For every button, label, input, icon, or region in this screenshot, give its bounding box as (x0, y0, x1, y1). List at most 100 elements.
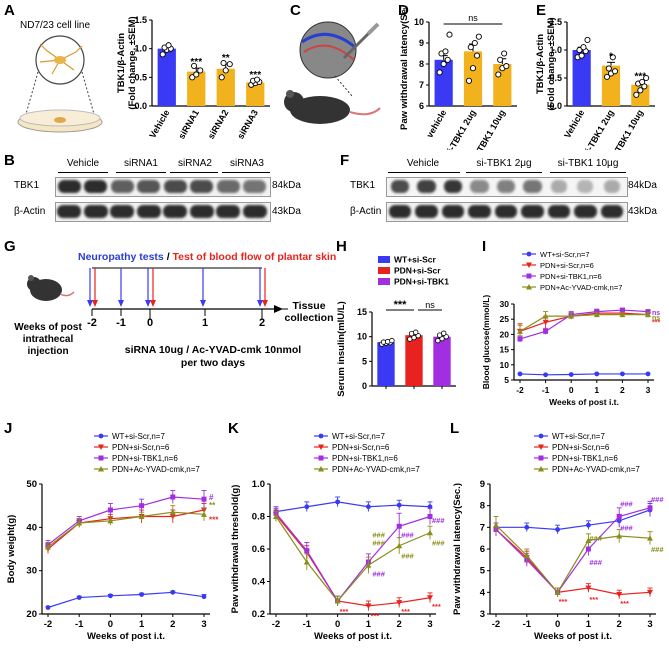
blot-band (216, 205, 241, 218)
y-tick-label: 9 (480, 479, 485, 490)
significance-mark: *** (394, 299, 408, 311)
legend-swatch (378, 267, 390, 274)
data-point (493, 522, 499, 528)
blot-band (189, 205, 214, 218)
blot-b-size: 84kDa (272, 180, 301, 191)
x-tick-label: -2 (516, 385, 524, 395)
y-tick-label: 1.0 (549, 45, 562, 55)
data-point (365, 603, 372, 609)
data-point (517, 336, 523, 342)
y-tick-label: 0.0 (134, 101, 147, 111)
legend-entry: PDN+Ac-YVAD-cmk,n=7 (112, 465, 200, 474)
y-tick-label: 0.6 (252, 544, 265, 555)
blot-b-lane: siRNA2 (178, 158, 212, 169)
data-point (98, 444, 104, 450)
legend-swatch (378, 278, 390, 285)
data-point (645, 371, 651, 377)
y-tick-label: 0.2 (252, 609, 265, 620)
significance-mark: *** (190, 57, 202, 68)
data-point (366, 504, 371, 510)
x-tick-label: 2 (620, 385, 625, 395)
data-point (647, 535, 653, 541)
data-point (576, 46, 583, 54)
y-tick-label: 5 (480, 566, 486, 577)
data-point (396, 502, 402, 508)
data-point (191, 62, 198, 69)
data-point (645, 311, 651, 318)
legend-entry: WT+si-Scr,n=7 (540, 250, 590, 259)
significance-mark: *** (559, 597, 568, 606)
series-line (519, 309, 649, 340)
significance-mark: *** (401, 607, 410, 616)
legend-entry: PDN+si-Scr (394, 266, 441, 276)
significance-mark: ### (372, 530, 385, 539)
series-line (519, 373, 648, 376)
data-point (517, 328, 523, 334)
blot-band (521, 205, 544, 218)
x-tick-label: 2 (617, 619, 622, 630)
data-point (501, 50, 508, 57)
y-tick-label: 0.4 (252, 577, 266, 588)
data-point (76, 595, 82, 600)
timeline-right-label-2: collection (284, 312, 334, 324)
blot-band (523, 180, 542, 193)
blot-band (388, 205, 412, 218)
significance-mark: ### (372, 569, 385, 578)
y-tick-label: 8 (419, 59, 424, 69)
data-point (98, 466, 104, 472)
y-axis-label: TBK1/β-Actin (535, 34, 546, 94)
data-point (542, 319, 549, 326)
legend-entry: PDN+si-TBK1,n=6 (112, 454, 178, 463)
x-tick-label: si-TBK1 2ug (581, 108, 616, 150)
x-tick-label: vehicle (424, 108, 448, 139)
legend-entry: PDN+si-TBK1 (394, 277, 449, 287)
y-axis-label: Serum insulin(mIU/L) (336, 301, 347, 397)
data-point (389, 337, 395, 344)
y-tick-label: 15 (500, 345, 510, 355)
y-tick-label: 0.5 (134, 72, 147, 82)
x-axis-label: Weeks of post i.t. (549, 397, 619, 407)
significance-mark: ns (652, 310, 660, 317)
series-line (519, 314, 648, 332)
data-point (517, 371, 523, 377)
data-point (619, 311, 626, 318)
legend-entry: PDN+si-TBK1,n=6 (332, 454, 398, 463)
blot-band (110, 205, 135, 218)
data-point (220, 59, 227, 67)
data-point (334, 598, 341, 604)
data-point (568, 313, 575, 319)
data-point (139, 592, 145, 597)
data-point (616, 592, 623, 598)
series-line (275, 501, 431, 513)
blot-f-lane: si-TBK1 2μg (476, 158, 532, 169)
significance-mark: ### (589, 534, 602, 543)
x-axis-label: Weeks of post i.t. (87, 631, 165, 642)
data-point (441, 330, 447, 336)
y-tick-label: 7 (480, 522, 485, 533)
series-line (496, 509, 651, 531)
y-tick-label: 1.0 (134, 44, 147, 54)
data-point (555, 527, 560, 532)
timeline-title-neuropathy: Neuropathy tests (78, 251, 164, 263)
series-line (47, 496, 205, 546)
legend-swatch (378, 256, 390, 263)
data-point (159, 51, 166, 58)
data-point (218, 74, 225, 81)
panel-letter-i: I (482, 238, 487, 255)
ns-label: ns (425, 300, 435, 310)
blot-band (496, 180, 516, 193)
data-point (584, 36, 591, 43)
blot-band (57, 205, 82, 218)
y-tick-label: 7 (419, 80, 424, 90)
blot-f-lane: Vehicle (406, 158, 440, 169)
data-point (444, 56, 451, 63)
y-axis-label-2: (Fold change, ±SEM) (127, 16, 138, 109)
x-tick-label: 1 (586, 619, 592, 630)
blot-band (547, 205, 571, 218)
y-tick-label: 0.8 (252, 512, 265, 523)
data-point (98, 433, 104, 439)
x-tick-label: 3 (427, 619, 432, 630)
timeline-treatment-1: siRNA 10ug / Ac-YVAD-cmk 10nmol (124, 344, 302, 356)
significance-mark: *** (620, 599, 629, 608)
